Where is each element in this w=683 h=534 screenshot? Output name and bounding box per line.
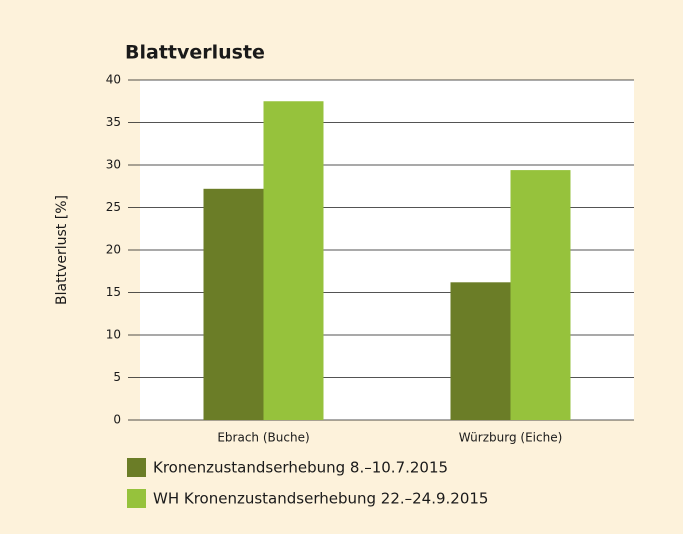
legend-label: WH Kronenzustandserhebung 22.–24.9.2015 bbox=[153, 490, 488, 508]
y-tick-label: 5 bbox=[113, 370, 121, 384]
legend-swatch bbox=[127, 489, 146, 508]
y-axis-label: Blattverlust [%] bbox=[54, 195, 70, 305]
chart-title: Blattverluste bbox=[125, 42, 265, 64]
bar bbox=[263, 101, 324, 420]
y-tick-label: 10 bbox=[106, 328, 121, 342]
legend-swatch bbox=[127, 458, 146, 477]
y-tick-label: 0 bbox=[113, 413, 121, 427]
y-tick-label: 20 bbox=[106, 243, 121, 257]
y-tick-label: 25 bbox=[106, 200, 121, 214]
y-tick-label: 15 bbox=[106, 285, 121, 299]
bar bbox=[510, 170, 571, 420]
y-tick-label: 30 bbox=[106, 158, 121, 172]
x-tick-label: Würzburg (Eiche) bbox=[459, 431, 563, 445]
x-tick-label: Ebrach (Buche) bbox=[217, 431, 309, 445]
bar bbox=[450, 282, 511, 420]
y-tick-label: 40 bbox=[106, 73, 121, 87]
bar bbox=[203, 188, 264, 420]
y-tick-label: 35 bbox=[106, 115, 121, 129]
legend-label: Kronenzustandserhebung 8.–10.7.2015 bbox=[153, 459, 448, 477]
